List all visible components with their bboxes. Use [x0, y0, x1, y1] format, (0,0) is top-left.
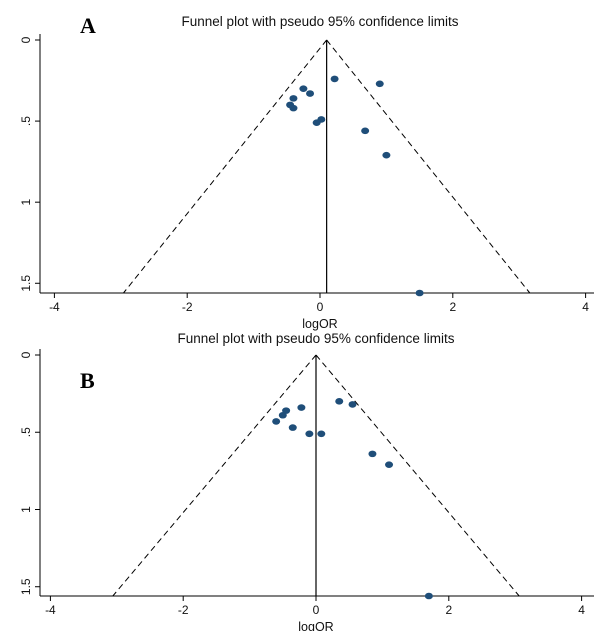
x-tick-label: 4 — [582, 300, 589, 314]
panel-letter: A — [80, 13, 96, 38]
study-point — [312, 119, 321, 127]
x-tick-label: -2 — [182, 300, 193, 314]
lower-confidence-limit — [112, 354, 317, 597]
x-axis-title: logOR — [298, 620, 333, 631]
study-point — [278, 411, 287, 419]
x-axis-title: logOR — [302, 317, 337, 331]
panel-b: B Funnel plot with pseudo 95% confidence… — [19, 331, 594, 631]
study-point — [289, 104, 298, 112]
y-tick-label: 0 — [19, 351, 33, 358]
x-tick-label: -2 — [178, 603, 189, 617]
study-point — [297, 404, 306, 411]
study-point — [306, 90, 315, 97]
chart-title: Funnel plot with pseudo 95% confidence l… — [182, 14, 459, 29]
study-point — [368, 450, 377, 458]
y-tick-label: .5 — [19, 116, 33, 126]
study-point — [330, 75, 339, 83]
y-tick-label: 1.5 — [19, 275, 33, 292]
study-point — [299, 85, 308, 92]
y-tick-label: 0 — [19, 36, 33, 43]
upper-confidence-limit — [326, 39, 531, 294]
study-point — [288, 424, 297, 431]
y-tick-label: 1.5 — [19, 578, 33, 595]
study-point — [361, 127, 370, 135]
study-point — [272, 418, 281, 425]
y-tick-label: 1 — [19, 506, 33, 513]
x-tick-label: 0 — [317, 300, 324, 314]
x-tick-label: 0 — [313, 603, 320, 617]
study-point — [424, 592, 433, 600]
upper-confidence-limit — [315, 354, 520, 597]
study-point — [289, 95, 298, 102]
chart-title: Funnel plot with pseudo 95% confidence l… — [178, 331, 455, 346]
study-point — [348, 401, 357, 408]
panel-letter: B — [80, 368, 95, 393]
study-point — [317, 430, 326, 438]
y-tick-label: 1 — [19, 199, 33, 206]
study-point — [375, 80, 384, 88]
x-tick-label: 2 — [449, 300, 456, 314]
study-point — [305, 430, 314, 438]
x-tick-label: 2 — [445, 603, 452, 617]
y-tick-label: .5 — [19, 427, 33, 437]
study-point — [385, 461, 394, 468]
x-tick-label: 4 — [578, 603, 585, 617]
study-point — [335, 398, 344, 405]
x-tick-label: -4 — [49, 300, 60, 314]
lower-confidence-limit — [123, 39, 328, 294]
study-point — [415, 289, 424, 297]
panel-a: A Funnel plot with pseudo 95% confidence… — [19, 13, 594, 331]
study-point — [382, 151, 391, 159]
x-tick-label: -4 — [45, 603, 56, 617]
